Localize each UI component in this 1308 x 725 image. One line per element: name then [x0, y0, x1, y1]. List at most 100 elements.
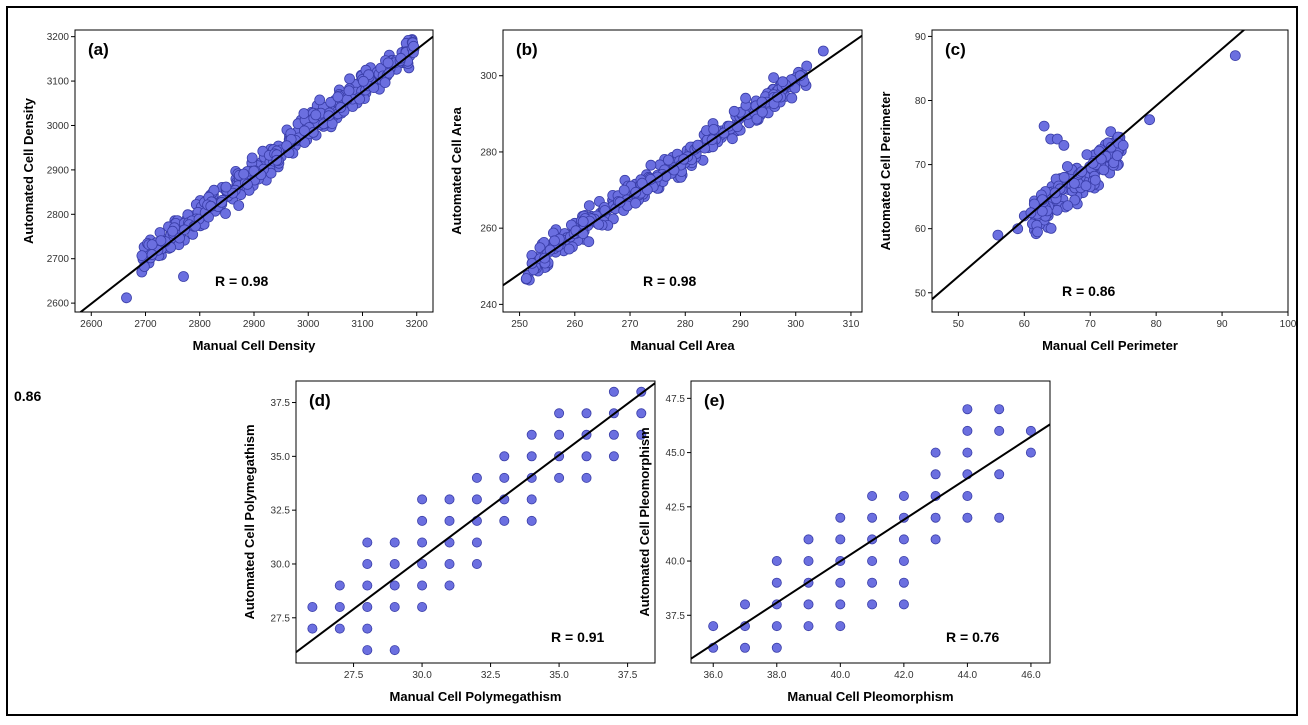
data-point	[220, 208, 231, 219]
y-tick-label: 260	[480, 224, 497, 235]
x-tick-label: 2800	[189, 319, 212, 330]
y-tick-label: 2700	[47, 254, 70, 265]
data-point	[727, 133, 738, 145]
data-point	[728, 105, 740, 117]
regression-line	[503, 34, 862, 287]
y-axis-label: Automated Cell Pleomorphism	[637, 427, 652, 616]
data-point	[962, 512, 973, 523]
data-point	[417, 602, 428, 613]
y-axis-label: Automated Cell Density	[21, 97, 36, 244]
data-point	[417, 515, 428, 526]
y-tick-label: 2800	[47, 210, 70, 221]
y-tick-label: 45.0	[666, 448, 686, 459]
x-tick-label: 70	[1085, 319, 1097, 330]
data-point	[867, 556, 878, 567]
data-point	[630, 197, 641, 209]
data-point	[1062, 200, 1074, 212]
y-tick-label: 90	[915, 32, 927, 43]
data-point	[526, 451, 537, 462]
data-point	[379, 77, 391, 88]
data-point	[554, 408, 565, 419]
data-point	[136, 250, 148, 262]
scatter-panel: 27.5 30.0 32.5 35.0 37.5 27.5 30.0 32.5 35.0 37.5…	[242, 380, 656, 704]
y-tick-label: 280	[480, 147, 497, 158]
x-tick-label: 310	[843, 319, 860, 330]
x-axis-label: Manual Cell Polymegathism	[390, 689, 562, 704]
data-point	[740, 642, 751, 653]
data-point	[867, 599, 878, 610]
data-point	[357, 75, 369, 87]
x-tick-label: 2700	[134, 319, 157, 330]
data-point	[962, 404, 973, 415]
data-point	[1111, 150, 1123, 162]
data-point	[1038, 120, 1050, 132]
data-point	[526, 515, 537, 526]
x-tick-label: 37.5	[618, 670, 638, 681]
y-tick-label: 27.5	[271, 613, 291, 624]
scatter-panel: 2600 2700 2800 2900 3000 3100 3200 2600 2700 2800…	[21, 29, 434, 353]
data-point	[471, 494, 482, 505]
data-point	[581, 408, 592, 419]
data-point	[444, 494, 455, 505]
data-point	[362, 559, 373, 570]
data-point	[417, 559, 428, 570]
data-point	[1058, 171, 1070, 183]
data-point	[1098, 164, 1110, 176]
data-point	[389, 537, 400, 548]
data-point	[803, 599, 814, 610]
data-point	[332, 91, 344, 103]
y-tick-label: 300	[480, 71, 497, 82]
x-tick-label: 250	[511, 319, 528, 330]
panel-label: (b)	[516, 40, 538, 59]
plot-marks	[503, 34, 862, 287]
data-point	[992, 229, 1004, 241]
data-point	[581, 472, 592, 483]
data-point	[867, 512, 878, 523]
stray-value-label: 0.86	[14, 388, 42, 404]
data-point	[962, 425, 973, 436]
panel-label: (e)	[704, 391, 725, 410]
data-point	[994, 469, 1005, 480]
data-point	[1062, 161, 1073, 172]
x-tick-label: 50	[953, 319, 965, 330]
data-point	[577, 216, 589, 227]
data-point	[146, 239, 158, 251]
data-point	[563, 243, 575, 255]
data-point	[835, 512, 846, 523]
data-point	[389, 602, 400, 613]
data-point	[1069, 177, 1080, 189]
y-axis-label: Automated Cell Polymegathism	[242, 424, 257, 619]
y-tick-label: 40.0	[666, 557, 686, 568]
data-point	[554, 472, 565, 483]
data-point	[645, 159, 657, 171]
scatter-panel: 36.0 38.0 40.0 42.0 44.0 46.0 37.5 40.0 42.5 45.0…	[637, 380, 1051, 704]
data-point	[444, 515, 455, 526]
data-point	[362, 645, 373, 656]
data-point	[867, 490, 878, 501]
y-tick-label: 3200	[47, 32, 70, 43]
data-point	[362, 537, 373, 548]
x-tick-label: 46.0	[1021, 670, 1041, 681]
data-point	[417, 537, 428, 548]
data-point	[382, 57, 394, 69]
data-point	[771, 621, 782, 632]
y-tick-label: 2900	[47, 165, 70, 176]
y-tick-label: 37.5	[666, 611, 686, 622]
data-point	[898, 599, 909, 610]
x-axis-label: Manual Cell Pleomorphism	[787, 689, 953, 704]
data-point	[663, 154, 674, 166]
plot-marks	[932, 30, 1246, 300]
data-point	[417, 580, 428, 591]
x-tick-label: 38.0	[767, 670, 787, 681]
panel-label: (c)	[945, 40, 966, 59]
correlation-label: R = 0.98	[215, 273, 269, 289]
data-point	[1036, 205, 1048, 217]
data-point	[930, 534, 941, 545]
data-point	[298, 125, 310, 137]
data-point	[708, 123, 720, 135]
data-point	[499, 515, 510, 526]
data-point	[1229, 50, 1241, 61]
data-point	[526, 494, 537, 505]
data-point	[608, 386, 619, 397]
